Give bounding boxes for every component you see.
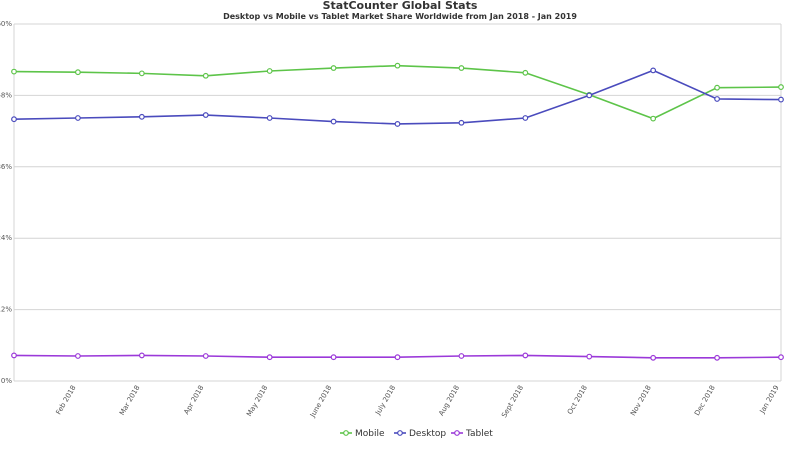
legend-item-desktop[interactable]: Desktop [394, 429, 446, 439]
data-point-desktop[interactable] [330, 118, 337, 125]
data-point-mobile[interactable] [138, 70, 145, 77]
data-point-desktop[interactable] [522, 115, 529, 121]
legend-label-mobile: Mobile [355, 429, 385, 439]
chart-title: StatCounter Global Stats [323, 0, 478, 12]
y-tick-label: 48% [0, 91, 12, 99]
data-point-desktop[interactable] [266, 115, 273, 121]
data-point-tablet[interactable] [11, 352, 17, 359]
data-point-mobile[interactable] [75, 69, 81, 76]
x-tick-label: Jan 2019 [758, 384, 781, 416]
x-tick-label: July 2018 [373, 384, 397, 417]
legend-item-mobile[interactable]: Mobile [340, 429, 385, 439]
data-point-mobile[interactable] [714, 84, 720, 91]
data-point-tablet[interactable] [202, 353, 209, 359]
data-point-tablet[interactable] [714, 354, 720, 361]
data-point-mobile[interactable] [330, 65, 337, 71]
legend-label-tablet: Tablet [465, 429, 493, 439]
x-tick-label: June 2018 [308, 384, 333, 419]
data-point-desktop[interactable] [778, 96, 784, 103]
x-tick-label: Mar 2018 [118, 384, 142, 417]
data-point-mobile[interactable] [522, 69, 529, 76]
x-tick-label: Nov 2018 [629, 384, 653, 417]
y-tick-label: 60% [0, 20, 12, 28]
x-tick-label: Apr 2018 [182, 384, 205, 416]
series-lines [11, 62, 784, 361]
data-point-desktop[interactable] [586, 92, 593, 99]
data-point-desktop[interactable] [650, 67, 657, 74]
data-point-tablet[interactable] [266, 354, 273, 361]
data-point-tablet[interactable] [522, 352, 529, 359]
data-point-desktop[interactable] [11, 116, 17, 123]
series-line-desktop [13, 69, 782, 125]
data-point-tablet[interactable] [650, 354, 657, 361]
y-axis-ticks: 0% 12% 24% 36% 48% 60% [0, 20, 12, 385]
data-point-tablet[interactable] [75, 353, 81, 359]
data-point-desktop[interactable] [458, 119, 465, 126]
data-point-mobile[interactable] [650, 115, 657, 122]
data-point-tablet[interactable] [586, 353, 593, 360]
x-tick-label: Oct 2018 [566, 384, 589, 416]
data-point-mobile[interactable] [778, 84, 784, 90]
data-point-desktop[interactable] [202, 112, 209, 118]
data-point-tablet[interactable] [394, 354, 401, 361]
legend-marker-desktop [397, 430, 403, 436]
y-tick-label: 24% [0, 234, 12, 242]
x-tick-label: Dec 2018 [693, 384, 717, 417]
series-line-mobile [13, 64, 782, 120]
legend: Mobile Desktop Tablet [340, 429, 493, 439]
data-point-mobile[interactable] [458, 65, 465, 71]
data-point-mobile[interactable] [11, 68, 17, 75]
x-tick-label: May 2018 [245, 384, 269, 418]
chart-subtitle: Desktop vs Mobile vs Tablet Market Share… [223, 12, 577, 21]
y-tick-label: 36% [0, 163, 12, 171]
data-point-desktop[interactable] [394, 121, 401, 127]
legend-marker-mobile [343, 430, 349, 436]
data-point-mobile[interactable] [202, 72, 209, 79]
x-tick-label: Sept 2018 [500, 384, 525, 419]
x-tick-label: Aug 2018 [437, 384, 461, 417]
data-point-desktop[interactable] [75, 115, 81, 121]
legend-marker-tablet [454, 430, 460, 436]
data-point-desktop[interactable] [714, 96, 720, 102]
data-point-desktop[interactable] [138, 113, 145, 120]
data-point-tablet[interactable] [458, 353, 465, 359]
legend-item-tablet[interactable]: Tablet [451, 429, 493, 439]
data-point-mobile[interactable] [394, 62, 401, 69]
x-axis-ticks: Feb 2018 Mar 2018 Apr 2018 May 2018 June 201… [55, 384, 781, 419]
data-point-tablet[interactable] [330, 354, 337, 361]
y-tick-label: 0% [1, 377, 12, 385]
legend-label-desktop: Desktop [409, 429, 446, 439]
data-point-tablet[interactable] [138, 352, 145, 359]
data-point-tablet[interactable] [778, 354, 784, 361]
y-tick-label: 12% [0, 306, 12, 314]
data-point-mobile[interactable] [266, 68, 273, 74]
x-tick-label: Feb 2018 [55, 384, 78, 416]
gridlines [13, 23, 782, 382]
